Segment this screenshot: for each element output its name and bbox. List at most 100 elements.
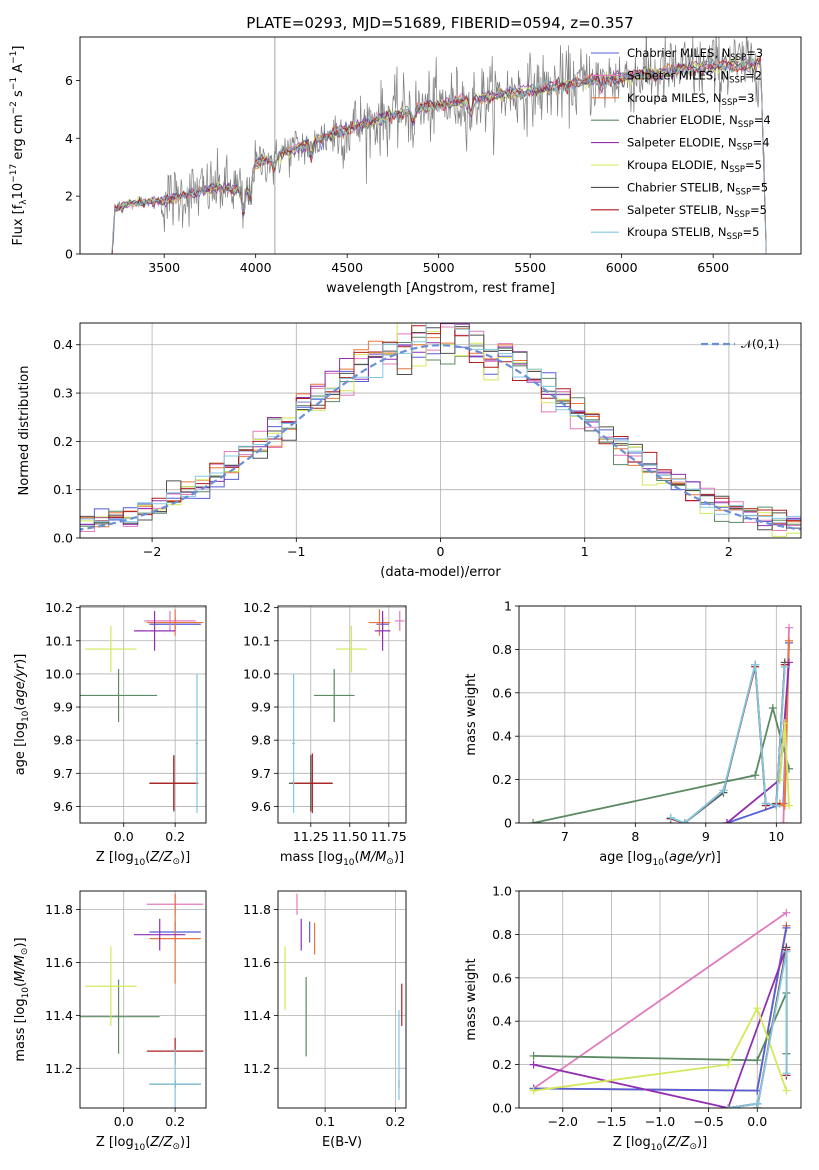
label-part: ( bbox=[13, 982, 28, 987]
weight-marker bbox=[753, 1056, 762, 1065]
weight-line-6 bbox=[670, 662, 786, 823]
x-tick-label: 4000 bbox=[240, 260, 272, 275]
label-part: Z [log bbox=[96, 850, 134, 865]
x-tick-label: 4500 bbox=[331, 260, 363, 275]
legend-entry-0: Chabrier MILES, NSSP=3 bbox=[627, 46, 763, 63]
weight-marker bbox=[722, 819, 731, 823]
weight-marker bbox=[782, 947, 791, 956]
x-tick-label: 1 bbox=[581, 544, 589, 559]
y-tick-label: 0.8 bbox=[492, 927, 512, 942]
y-tick-label: 1.0 bbox=[492, 884, 512, 899]
x-axis-label: E(B-V) bbox=[322, 1135, 362, 1150]
y-tick-label: 11.2 bbox=[45, 1061, 73, 1076]
y-tick-label: 0.2 bbox=[492, 1057, 512, 1072]
legend-model-name: Kroupa MILES, N bbox=[627, 91, 722, 105]
y-tick-label: 11.2 bbox=[243, 1061, 271, 1076]
weight-marker bbox=[529, 819, 538, 823]
legend-model-name: Salpeter MILES, N bbox=[627, 68, 729, 82]
plot-area bbox=[80, 323, 801, 537]
y-tick-label: 0 bbox=[65, 247, 73, 262]
y-tick-label: 9.6 bbox=[251, 799, 271, 814]
panel-weight-vs-Z: −2.0 −1.5 −1.0 −0.5 0.0 0.0 0.2 0.4 0.6 0.8 1.0 Z [… bbox=[464, 884, 802, 1153]
model-line-2 bbox=[111, 57, 767, 252]
axes-frame bbox=[79, 322, 802, 539]
y-axis-label: Normed distribution bbox=[17, 366, 32, 496]
weight-marker bbox=[785, 636, 794, 645]
label-part: ( bbox=[664, 850, 669, 865]
x-tick-label: −1.5 bbox=[596, 1114, 626, 1129]
weight-marker bbox=[779, 819, 788, 823]
panel-mass-vs-ebv: 0.1 0.2 11.2 11.4 11.6 11.8 E(B-V) bbox=[243, 890, 407, 1150]
label-part: Z/Z bbox=[149, 850, 173, 865]
label-part: 10 bbox=[343, 858, 355, 868]
weight-marker bbox=[772, 801, 781, 810]
axes-frame bbox=[79, 36, 802, 255]
legend-entry-5: Kroupa ELODIE, NSSP=5 bbox=[627, 158, 762, 175]
figure-title: PLATE=0293, MJD=51689, FIBERID=0594, z=0… bbox=[246, 14, 633, 32]
legend-model-name: Salpeter ELODIE, N bbox=[627, 136, 737, 150]
label-part: ⊙ bbox=[172, 1142, 180, 1152]
label-part: 10 bbox=[651, 1143, 663, 1153]
axes-frame bbox=[79, 605, 207, 824]
y-tick-label: 9.8 bbox=[251, 733, 271, 748]
weight-marker bbox=[753, 1004, 762, 1013]
x-tick-label: 6000 bbox=[606, 260, 638, 275]
label-part: Normed distribution bbox=[17, 366, 32, 496]
panel-spectrum: 3500 4000 4500 5000 5500 6000 6500 0 2 4 6 waveleng… bbox=[9, 36, 802, 296]
weight-marker bbox=[782, 1086, 791, 1095]
label-part: ⊙ bbox=[172, 857, 180, 867]
y-tick-label: 0.6 bbox=[492, 970, 512, 985]
x-axis-label: (data-model)/error bbox=[380, 565, 501, 580]
model-line-5 bbox=[111, 57, 767, 253]
legend-entry-7: Salpeter STELIB, NSSP=5 bbox=[627, 203, 767, 220]
x-tick-label: −1.0 bbox=[645, 1114, 675, 1129]
label-part: ( bbox=[145, 850, 150, 865]
legend-entry-4: Salpeter ELODIE, NSSP=4 bbox=[627, 136, 770, 153]
weight-marker bbox=[782, 923, 791, 932]
weight-marker bbox=[782, 908, 791, 917]
legend-subscript: SSP bbox=[737, 143, 753, 153]
weight-marker bbox=[666, 813, 675, 822]
label-part: 10 bbox=[21, 710, 31, 722]
label-part: mass weight bbox=[464, 958, 479, 1040]
label-part: −17 bbox=[9, 164, 19, 183]
legend-subscript: SSP bbox=[729, 75, 745, 85]
y-axis-label: Flux [fλ10−17 erg cm−2 s−1 A−1] bbox=[9, 46, 29, 246]
plot-area bbox=[80, 609, 204, 814]
weight-marker bbox=[751, 660, 760, 669]
legend-entry-1: Salpeter MILES, NSSP=2 bbox=[627, 68, 762, 85]
x-tick-label: 2 bbox=[725, 544, 733, 559]
legend-nssp: =2 bbox=[745, 68, 762, 82]
legend-entry-8: Kroupa STELIB, NSSP=5 bbox=[627, 225, 759, 242]
weight-marker bbox=[529, 1086, 538, 1095]
y-tick-label: 0.2 bbox=[53, 434, 73, 449]
histogram-8 bbox=[80, 323, 801, 528]
label-part: ⊙ bbox=[386, 857, 394, 867]
label-part: Z/Z bbox=[666, 1135, 690, 1150]
panel-age-vs-mass: 11.25 11.50 11.75 9.6 9.7 9.8 9.9 10.0 10.1 10.2 m… bbox=[243, 600, 407, 868]
y-axis-label: mass weight bbox=[464, 958, 479, 1040]
label-part: mass [log bbox=[280, 850, 343, 865]
y-tick-label: 11.8 bbox=[45, 902, 73, 917]
legend-nssp: =5 bbox=[745, 158, 762, 172]
x-tick-label: 8 bbox=[631, 829, 639, 844]
x-tick-label: −1 bbox=[287, 544, 305, 559]
legend-gaussian-label: 𝒩(0,1) bbox=[741, 337, 779, 351]
label-part: age [log bbox=[599, 850, 652, 865]
label-part: −1 bbox=[9, 51, 19, 64]
label-part: 10 bbox=[11, 183, 26, 200]
y-tick-label: 0.0 bbox=[492, 1101, 512, 1116]
label-part: 10 bbox=[21, 987, 31, 999]
x-tick-label: 5500 bbox=[514, 260, 546, 275]
label-part: Z/Z bbox=[149, 1135, 173, 1150]
axes-frame bbox=[277, 890, 407, 1109]
label-part: ] bbox=[11, 46, 26, 51]
y-tick-label: 11.4 bbox=[45, 1008, 73, 1023]
model-line-6 bbox=[111, 54, 767, 254]
plot-area bbox=[111, 37, 767, 254]
label-part: A bbox=[11, 64, 26, 77]
label-part: )] bbox=[180, 1135, 190, 1150]
legend-nssp: =5 bbox=[750, 203, 767, 217]
label-part: λ bbox=[19, 199, 29, 205]
